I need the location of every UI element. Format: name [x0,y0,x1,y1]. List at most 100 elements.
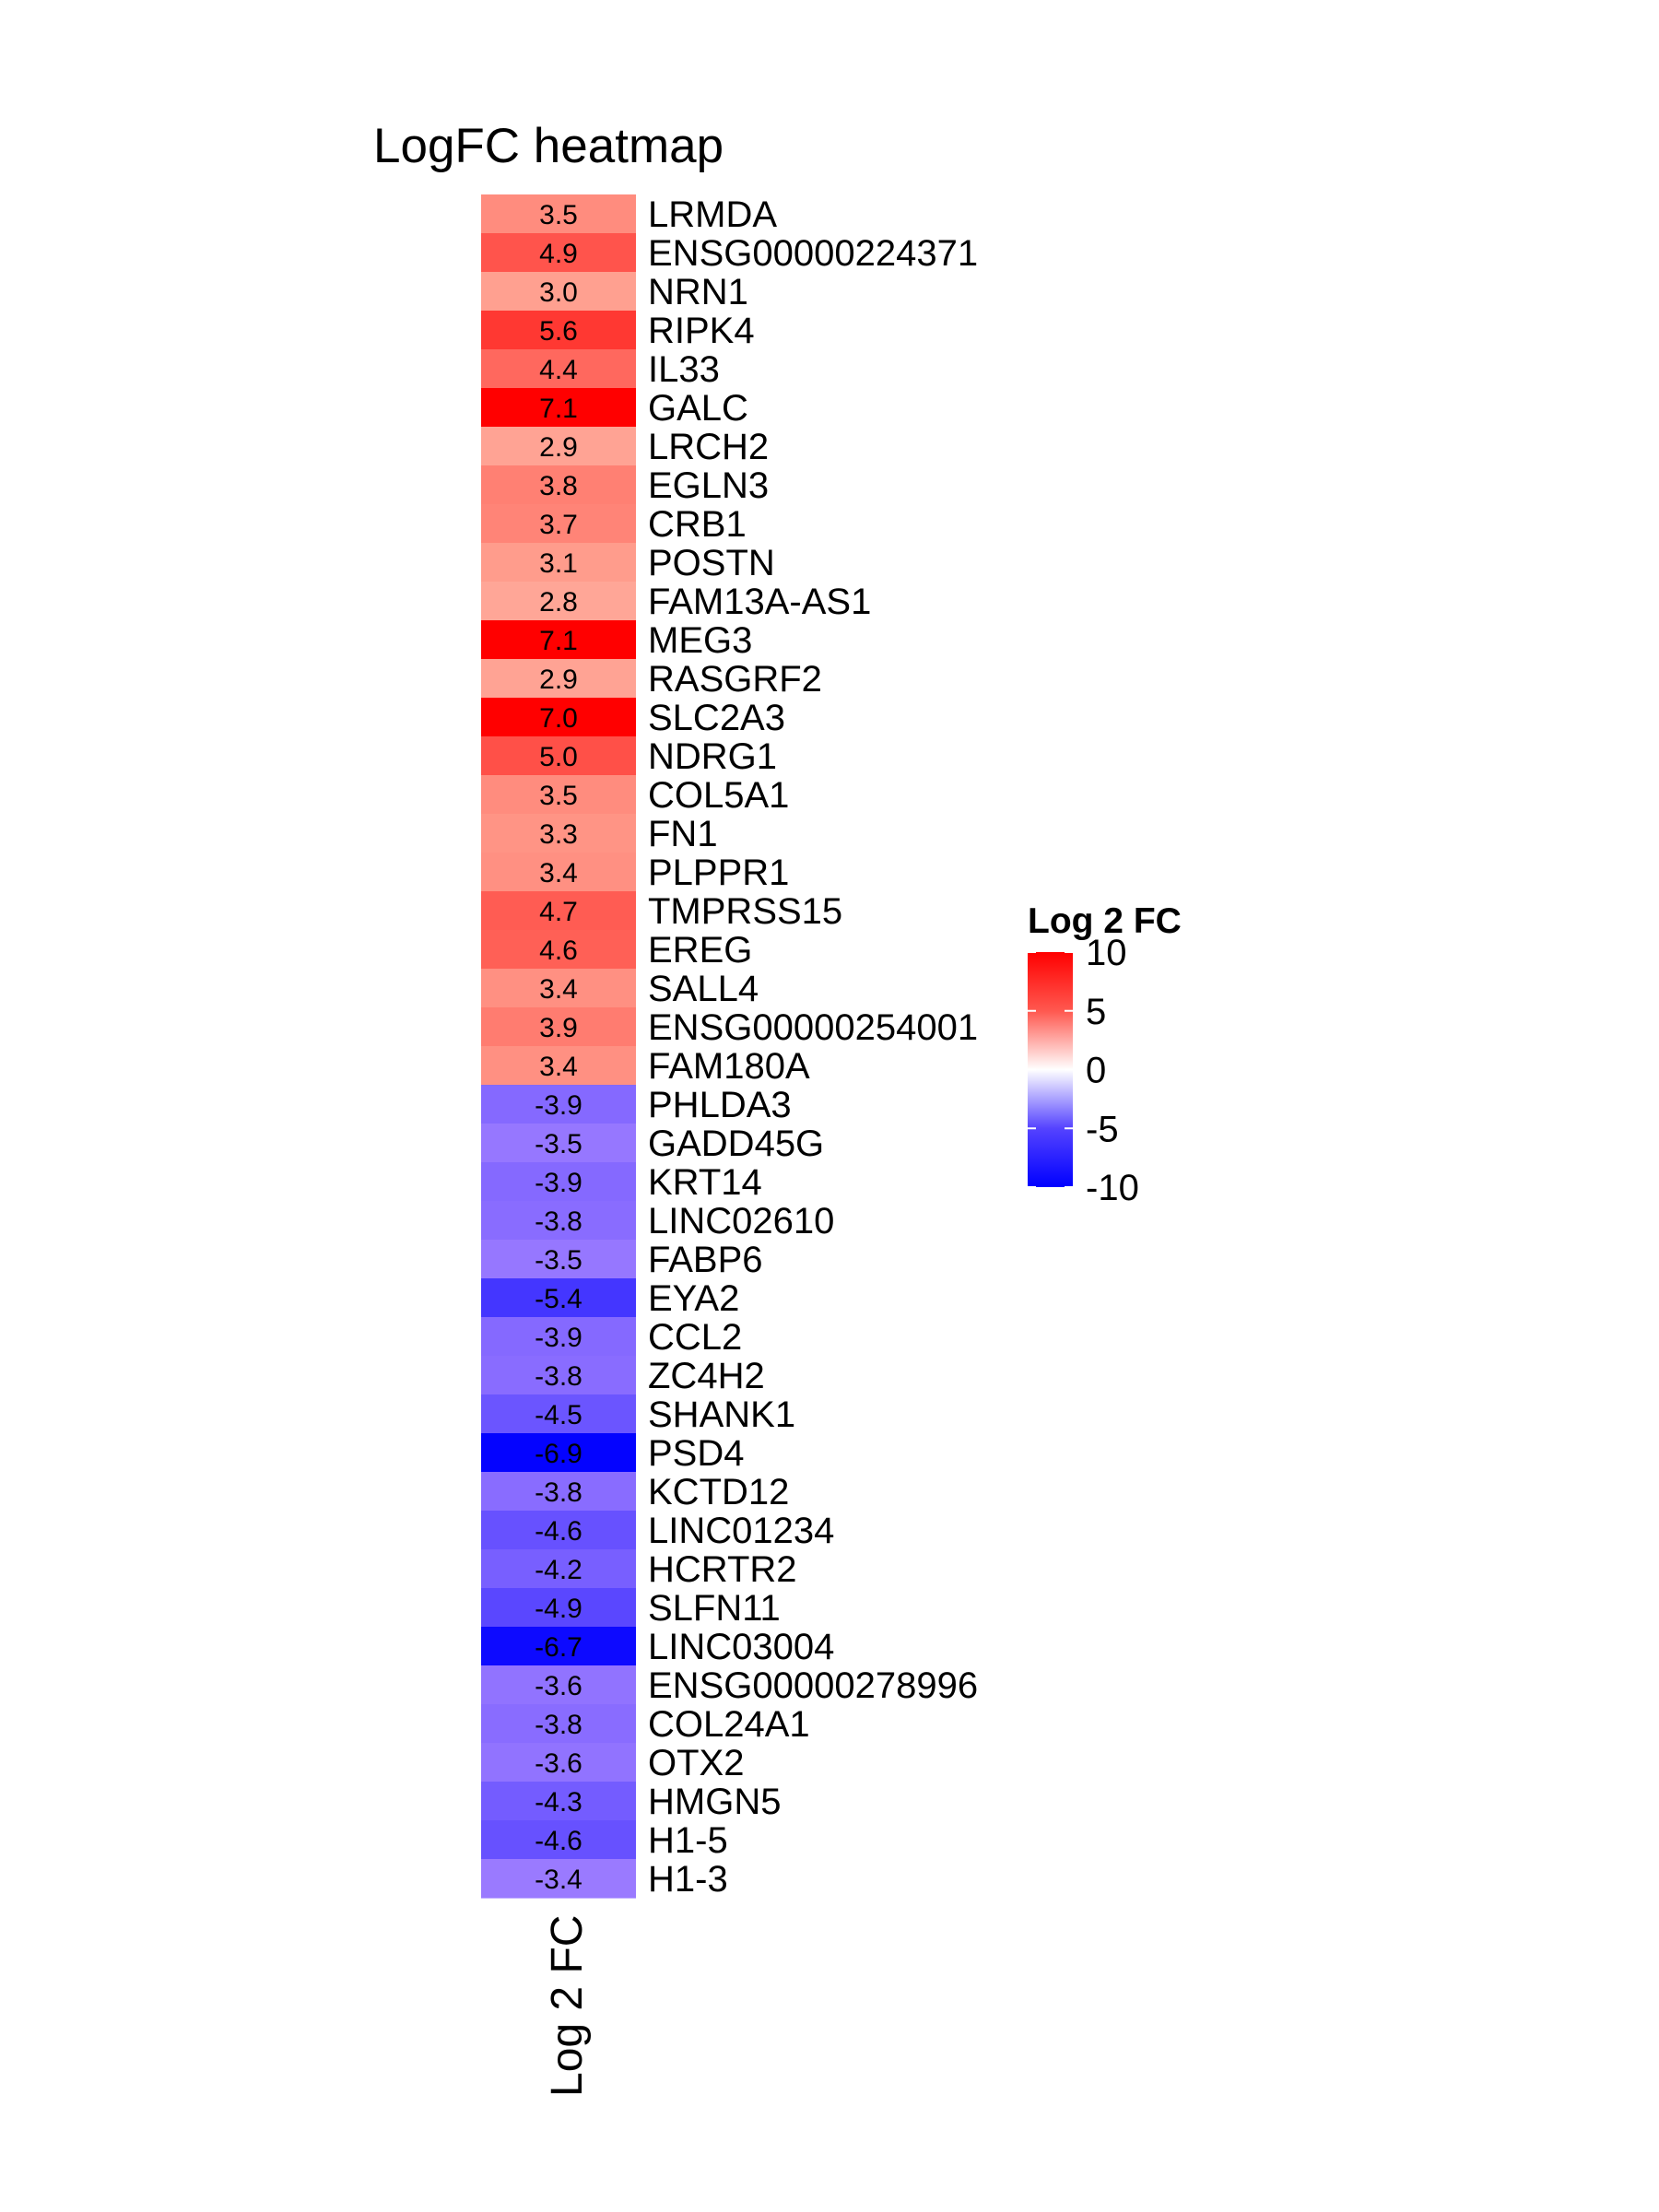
heatmap-cell [481,1201,636,1241]
heatmap-cell [481,465,636,505]
cell-value-label: -3.4 [535,1865,582,1895]
heatmap-cell [481,1394,636,1434]
row-label: HMGN5 [648,1782,781,1822]
cell-value-label: 7.1 [539,626,578,656]
row-label: COL5A1 [648,775,789,816]
row-label: TMPRSS15 [648,891,842,932]
heatmap-cell [481,1743,636,1783]
cell-value-label: 3.8 [539,471,578,501]
cell-value-label: 3.5 [539,781,578,811]
row-label: H1-3 [648,1859,728,1900]
row-label: H1-5 [648,1820,728,1861]
legend-tick-label: 5 [1086,992,1106,1032]
cell-value-label: 3.4 [539,974,578,1005]
color-legend: Log 2 FC 10 5 0 -5 -10 [1028,901,1182,1208]
cell-value-label: 2.9 [539,665,578,695]
row-label: FN1 [648,814,718,854]
cell-value-label: 2.8 [539,587,578,618]
heatmap-cell [481,1162,636,1202]
cell-value-label: 4.6 [539,935,578,966]
cell-value-label: 3.9 [539,1013,578,1043]
legend-tick-label: 10 [1086,933,1127,973]
cell-value-label: -3.5 [535,1245,582,1276]
row-label: PSD4 [648,1433,745,1474]
cell-value-label: 7.0 [539,703,578,734]
row-label: ZC4H2 [648,1356,765,1396]
heatmap-cell [481,194,636,234]
heatmap-cell [481,736,636,776]
row-label: HCRTR2 [648,1549,797,1590]
row-label: NDRG1 [648,736,777,777]
cell-value-label: -4.9 [535,1594,582,1624]
heatmap-cell [481,891,636,931]
cell-value-label: -3.5 [535,1129,582,1159]
heatmap-cell [481,1588,636,1628]
row-label: KRT14 [648,1162,762,1203]
heatmap-cell [481,582,636,621]
heatmap-cell [481,1704,636,1744]
cell-value-label: -3.8 [535,1206,582,1237]
cell-value-label: -3.9 [535,1168,582,1198]
heatmap-cell [481,1627,636,1666]
cell-value-label: 3.4 [539,1052,578,1082]
row-label: NRN1 [648,272,748,312]
heatmap-cell [481,427,636,466]
cell-value-label: -4.5 [535,1400,582,1430]
cell-value-label: 3.5 [539,200,578,230]
cell-value-label: -3.8 [535,1361,582,1392]
cell-value-label: 3.1 [539,548,578,579]
row-label: SLFN11 [648,1588,781,1629]
cell-value-label: -4.6 [535,1826,582,1856]
row-label: PHLDA3 [648,1085,792,1125]
heatmap-cell [481,1046,636,1086]
heatmap-cell [481,1859,636,1899]
row-label: KCTD12 [648,1472,789,1512]
cell-value-label: 7.1 [539,394,578,424]
row-label: FABP6 [648,1240,763,1280]
cell-value-label: 4.7 [539,897,578,927]
heatmap-cell [481,1549,636,1589]
cell-value-label: 5.0 [539,742,578,772]
row-label: EGLN3 [648,465,769,506]
row-label: SLC2A3 [648,698,785,738]
cell-value-label: 3.7 [539,510,578,540]
row-label: PLPPR1 [648,853,789,893]
legend-tick-label: -5 [1086,1109,1119,1149]
cell-value-label: -3.8 [535,1710,582,1740]
row-label: RIPK4 [648,311,755,351]
heatmap-cell [481,1085,636,1124]
cell-value-label: -4.2 [535,1555,582,1585]
row-label: EREG [648,930,752,971]
row-label: MEG3 [648,620,752,661]
heatmap-cell [481,775,636,815]
row-label: CCL2 [648,1317,742,1358]
cell-value-label: -4.3 [535,1787,582,1818]
heatmap-cell [481,620,636,660]
heatmap-cell [481,930,636,970]
cell-value-label: 2.9 [539,432,578,463]
cell-value-label: 3.0 [539,277,578,308]
heatmap-cell [481,1317,636,1357]
heatmap-cell [481,1433,636,1473]
row-label: ENSG00000224371 [648,233,978,274]
heatmap-cell [481,659,636,699]
cell-value-label: 3.4 [539,858,578,888]
row-label: FAM180A [648,1046,810,1087]
row-label: ENSG00000254001 [648,1007,978,1048]
row-label: LRMDA [648,194,777,235]
row-label: CRB1 [648,504,747,545]
cell-value-label: -4.6 [535,1516,582,1547]
heatmap-cell [481,1240,636,1279]
legend-tick-label: 0 [1086,1051,1106,1091]
cell-value-label: 3.3 [539,819,578,850]
heatmap-cell [481,504,636,544]
cell-value-label: -3.9 [535,1090,582,1121]
heatmap-cell [481,698,636,737]
heatmap-cell [481,543,636,582]
row-label: LINC02610 [648,1201,834,1241]
heatmap-cell [481,814,636,853]
heatmap-cell [481,1356,636,1395]
cell-value-label: -3.6 [535,1748,582,1779]
heatmap-cell [481,272,636,312]
